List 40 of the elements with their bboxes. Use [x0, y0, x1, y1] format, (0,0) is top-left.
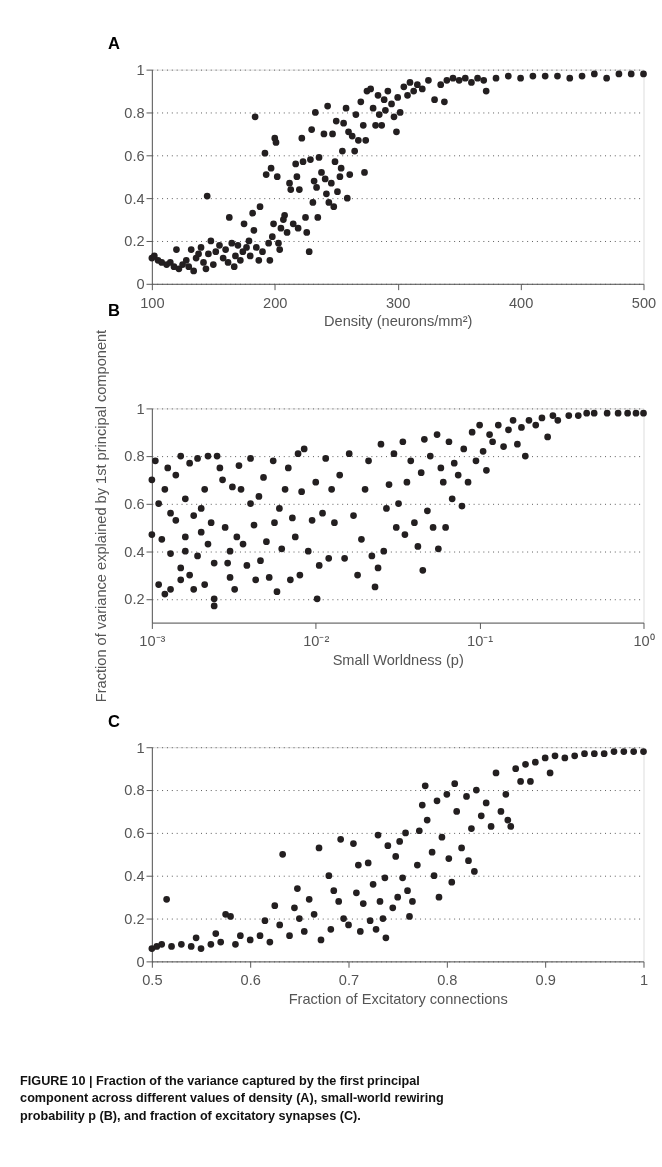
x-tick-label: 400	[508, 294, 534, 311]
x-axis-title: Fraction of Excitatory connections	[288, 990, 508, 1007]
y-tick-label: 0.6	[124, 495, 145, 512]
x-tick-label: 0.7	[338, 972, 360, 989]
x-tick-label: 200	[263, 294, 288, 311]
y-tick-label: 0.4	[124, 543, 145, 560]
y-tick-label: 0.2	[124, 591, 145, 608]
x-axis-title: Density (neurons/mm²)	[323, 313, 473, 330]
y-tick-label: 1	[136, 400, 145, 417]
y-tick-label: 1	[136, 62, 145, 78]
x-tick-label: 10⁻³	[139, 633, 166, 650]
x-tick-label: 0.8	[437, 972, 458, 989]
x-tick-label: 100	[140, 294, 165, 311]
y-tick-label: 0	[136, 276, 145, 293]
caption: FIGURE 10 | Fraction of the variance captured by the first principal component across different values of density (A), small-world rewiring probability p (B), and fraction of excitatory synapses (C).	[20, 1073, 444, 1123]
y-tick-label: 0.2	[124, 910, 145, 927]
y-tick-label: 0.8	[124, 782, 145, 799]
y-tick-label: 0.4	[124, 868, 145, 885]
x-tick-label: 0.5	[142, 972, 163, 989]
y-tick-label: 0	[136, 953, 145, 970]
y-tick-label: 0.6	[124, 825, 145, 842]
y-tick-label: 0.8	[124, 104, 145, 121]
x-tick-label: 10⁰	[633, 633, 655, 650]
y-tick-label: 0.6	[124, 147, 145, 164]
x-tick-label: 300	[385, 294, 411, 311]
y-tick-label: 0.2	[124, 233, 145, 250]
chart-title: A	[108, 34, 121, 54]
x-tick-label: 10⁻¹	[467, 633, 494, 650]
y-tick-label: 1	[136, 739, 145, 756]
x-tick-label: 0.9	[535, 972, 556, 989]
y-axis-title: Fraction of variance explained by 1st principal component	[92, 329, 109, 703]
x-tick-label: 1	[639, 972, 649, 989]
y-tick-label: 0.4	[124, 190, 145, 207]
x-tick-label: 500	[631, 294, 657, 311]
x-tick-label: 10⁻²	[303, 633, 330, 650]
x-axis-title: Small Worldness (p)	[332, 651, 464, 668]
chart-title: B	[108, 300, 121, 320]
y-tick-label: 0.8	[124, 448, 145, 465]
chart-title: C	[108, 711, 121, 731]
x-tick-label: 0.6	[240, 972, 261, 989]
